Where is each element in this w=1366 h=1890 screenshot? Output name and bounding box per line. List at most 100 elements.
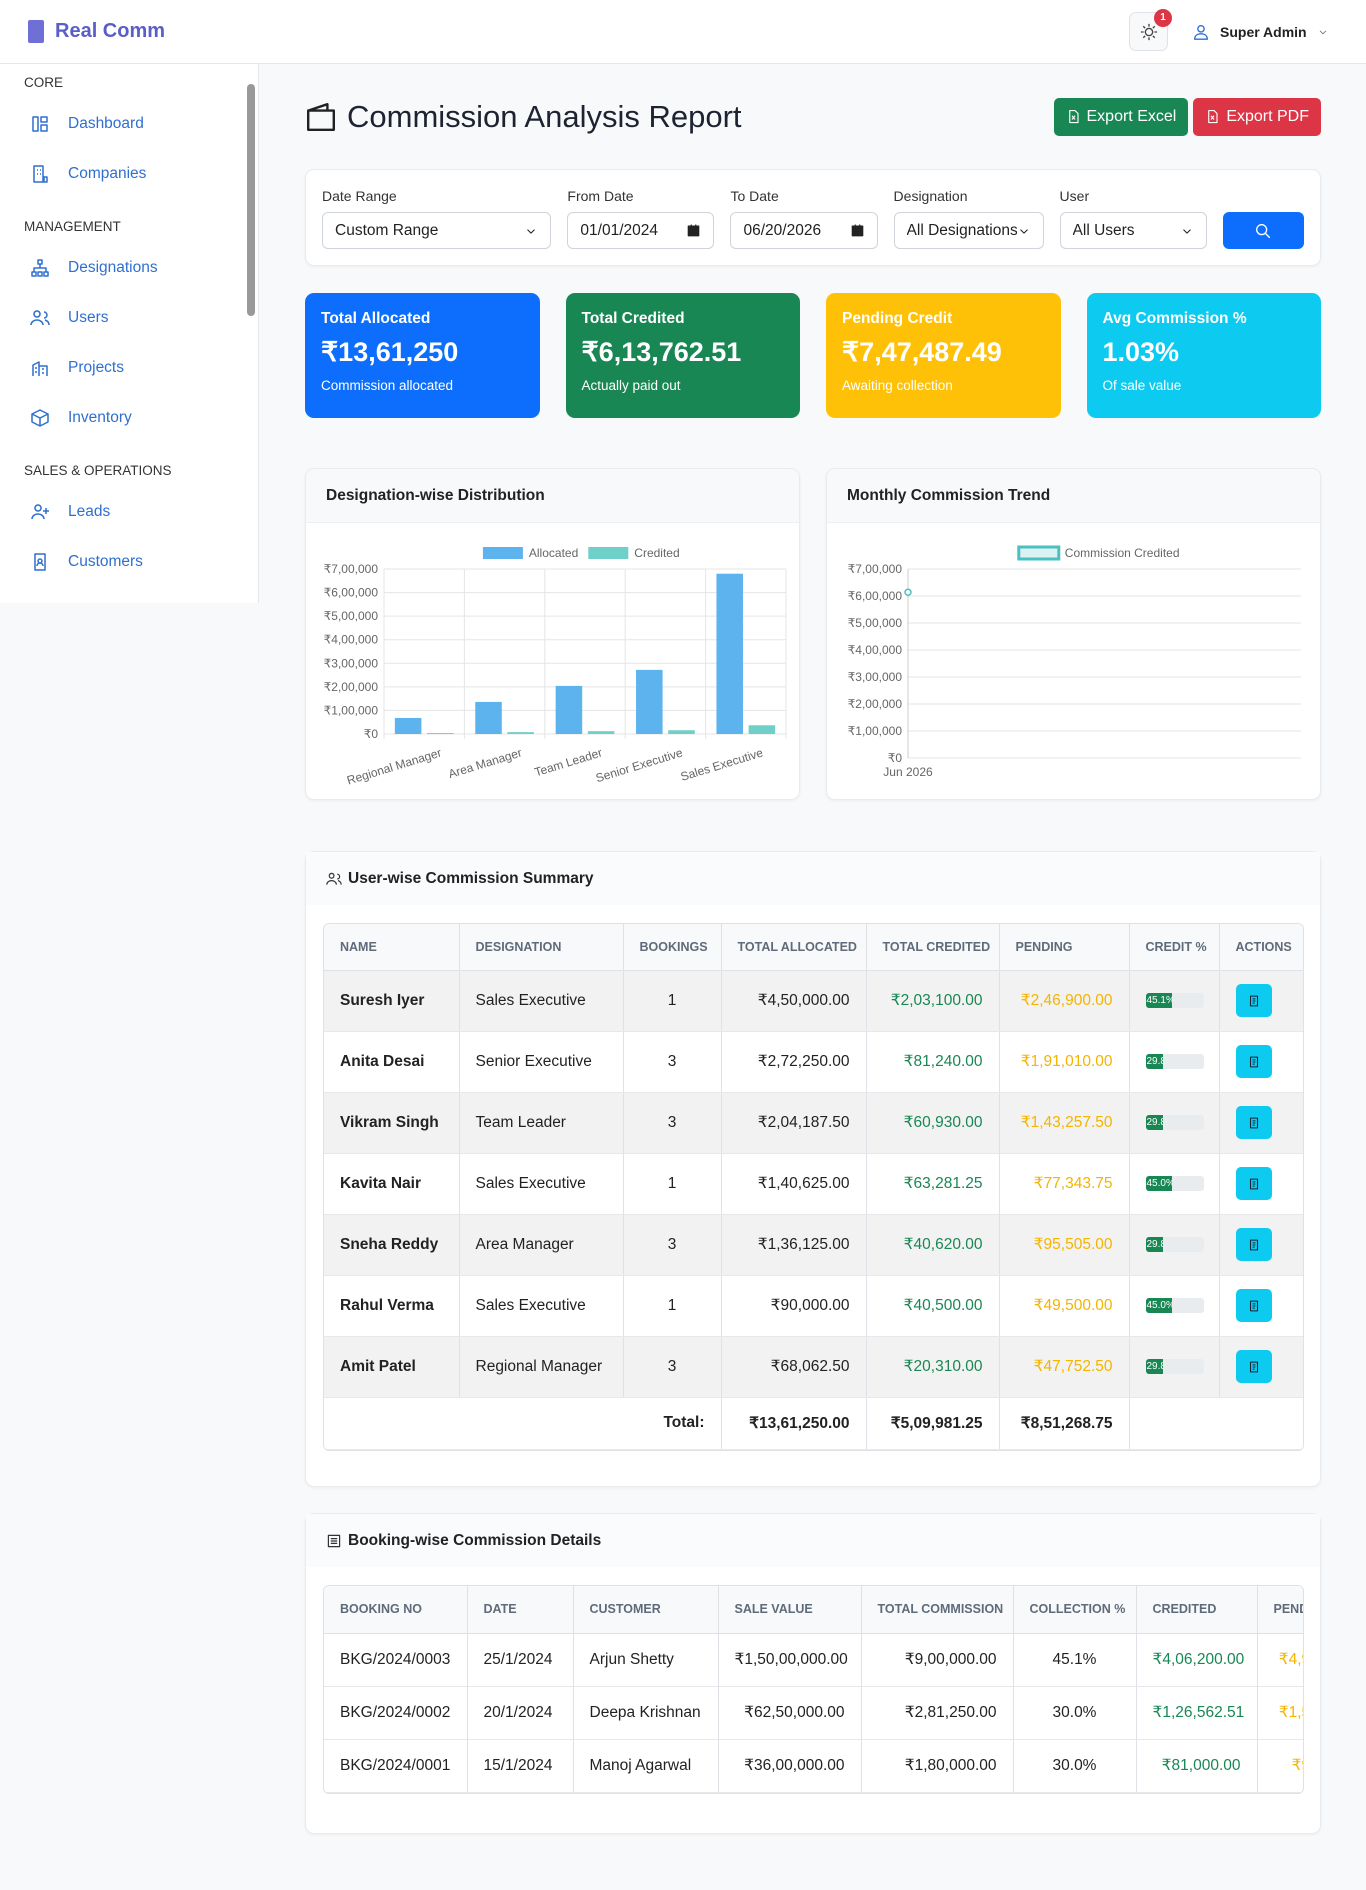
dropdown-chevron-shape <box>527 228 536 234</box>
table-cell: ₹1,54,687.49 <box>1257 1686 1303 1740</box>
credit-progress-fill: 29.8% <box>1145 1054 1163 1069</box>
table-cell: 3 <box>623 1214 722 1276</box>
dropdown-chevron-shape <box>1182 228 1191 234</box>
bar <box>507 732 534 734</box>
column-header: TOTAL CREDITED <box>866 924 1000 971</box>
credit-cell: 45.0% <box>1129 1153 1220 1215</box>
total-value: ₹13,61,250.00 <box>721 1397 867 1450</box>
filter-value: Custom Range <box>335 221 439 239</box>
table-wrapper: BOOKING NO DATE CUSTOMER SALE VALUE TOTAL CO… <box>323 1585 1304 1794</box>
legend-swatch <box>588 547 629 559</box>
sidebar-item[interactable]: Designations <box>0 243 258 293</box>
y-tick-label: ₹3,00,000 <box>324 656 379 670</box>
table-cell: ₹36,00,000.00 <box>718 1739 862 1793</box>
table-cell: ₹68,062.50 <box>721 1336 867 1398</box>
sidebar-item[interactable]: Projects <box>0 343 258 393</box>
section-title: User-wise Commission Summary <box>348 869 594 887</box>
legend-label: Credited <box>634 546 679 560</box>
sidebar-item[interactable]: Dashboard <box>0 99 258 149</box>
file-icon-shape <box>1208 109 1218 124</box>
sidebar-item-label: Customers <box>68 553 143 570</box>
doc-icon-shape <box>1249 1300 1258 1311</box>
column-header: COLLECTION % <box>1013 1586 1137 1634</box>
view-button[interactable] <box>1235 1045 1272 1078</box>
calendar-icon <box>851 224 863 237</box>
credit-progress: 29.8% <box>1145 1115 1204 1130</box>
export-button-label: Export PDF <box>1226 107 1309 125</box>
user-menu[interactable]: Super Admin <box>1192 18 1329 46</box>
table-row: Amit Patel Regional Manager 3 ₹68,062.50 ₹20… <box>324 1336 1303 1398</box>
filter-field: Designation All Designations <box>893 188 1044 249</box>
file-icon <box>1068 109 1079 124</box>
sidebar-item[interactable]: Customers <box>0 537 258 587</box>
doc-icon-shape <box>1249 1361 1258 1372</box>
doc-icon-shape <box>1249 1117 1258 1128</box>
table-cell: ₹49,500.00 <box>999 1275 1130 1337</box>
table-cell: Sales Executive <box>459 1275 624 1337</box>
credit-progress: 45.0% <box>1145 1176 1204 1191</box>
filter-input[interactable]: 06/20/2026 <box>730 212 878 249</box>
table-cell: ₹99,000.00 <box>1257 1739 1303 1793</box>
section-header: Booking-wise Commission Details <box>306 1514 1320 1567</box>
doc-icon-shape <box>1249 1178 1258 1189</box>
table-cell: ₹2,81,250.00 <box>861 1686 1014 1740</box>
view-button[interactable] <box>1235 1228 1272 1261</box>
bar <box>748 725 776 734</box>
x-tick-label: Team Leader <box>533 745 604 779</box>
table-header-row: BOOKING NO DATE CUSTOMER SALE VALUE TOTAL CO… <box>324 1586 1303 1634</box>
calendar-icon <box>688 224 700 237</box>
filter-field: Date Range Custom Range <box>322 188 552 249</box>
table-cell: 20/1/2024 <box>467 1686 574 1740</box>
sidebar-item[interactable]: Users <box>0 293 258 343</box>
export-button[interactable]: Export Excel <box>1053 97 1189 136</box>
sidebar-item[interactable]: Companies <box>0 149 258 199</box>
sidebar: CORE Dashboard Companies MANAGEMENT Designat… <box>0 64 259 603</box>
sidebar-item-label: Users <box>68 309 109 326</box>
section-header: User-wise Commission Summary <box>306 852 1320 905</box>
sidebar-item[interactable]: Inventory <box>0 393 258 443</box>
table-cell: ₹60,930.00 <box>866 1092 1000 1154</box>
filter-input[interactable]: All Users <box>1059 212 1207 249</box>
credit-cell: 29.8% <box>1129 1336 1220 1398</box>
main-content: Commission Analysis Report Export Excel Ex… <box>305 64 1321 1834</box>
y-tick-label: ₹3,00,000 <box>848 670 903 684</box>
search-icon <box>1256 223 1271 238</box>
y-tick-label: ₹7,00,000 <box>848 562 903 576</box>
sidebar-item[interactable]: Leads <box>0 487 258 537</box>
view-button[interactable] <box>1235 984 1272 1017</box>
view-button[interactable] <box>1235 1167 1272 1200</box>
table-cell: ₹90,000.00 <box>721 1275 867 1337</box>
bar <box>716 573 743 734</box>
settings-button[interactable]: 1 <box>1129 9 1172 51</box>
brand-name[interactable]: Real Comm <box>55 20 166 42</box>
bar <box>668 730 695 734</box>
users-icon <box>326 872 342 885</box>
table-cell: ₹2,46,900.00 <box>999 970 1130 1032</box>
notification-badge: 1 <box>1154 9 1172 27</box>
filter-value: 06/20/2026 <box>743 221 822 239</box>
filter-card: Date Range Custom Range From Date 01/01/202… <box>305 169 1321 266</box>
credit-progress: 29.8% <box>1145 1237 1204 1252</box>
sidebar-section-label: CORE <box>24 75 64 90</box>
filter-input[interactable]: Custom Range <box>322 212 552 249</box>
sidebar-icon <box>31 504 49 520</box>
filter-input[interactable]: 01/01/2024 <box>567 212 715 249</box>
filter-input[interactable]: All Designations <box>893 212 1044 249</box>
sidebar-section-label: MANAGEMENT <box>24 219 121 234</box>
credit-progress-fill: 29.8% <box>1145 1237 1163 1252</box>
sidebar-icon <box>31 409 49 427</box>
export-button[interactable]: Export PDF <box>1193 97 1321 136</box>
view-button[interactable] <box>1235 1106 1272 1139</box>
sidebar-icon-shape <box>31 504 49 520</box>
table-cell: ₹1,50,00,000.00 <box>718 1633 862 1687</box>
table-cell: Kavita Nair <box>324 1153 460 1215</box>
search-button[interactable] <box>1222 212 1304 249</box>
table-cell: ₹81,240.00 <box>866 1031 1000 1093</box>
table-row: BKG/2024/0003 25/1/2024 Arjun Shetty ₹1,50,… <box>324 1633 1303 1687</box>
file-icon-shape <box>1068 109 1079 124</box>
view-button[interactable] <box>1235 1350 1272 1383</box>
view-button[interactable] <box>1235 1289 1272 1322</box>
table-cell: Anita Desai <box>324 1031 460 1093</box>
table-row: Sneha Reddy Area Manager 3 ₹1,36,125.00 ₹40,… <box>324 1214 1303 1276</box>
table-cell: 25/1/2024 <box>467 1633 574 1687</box>
